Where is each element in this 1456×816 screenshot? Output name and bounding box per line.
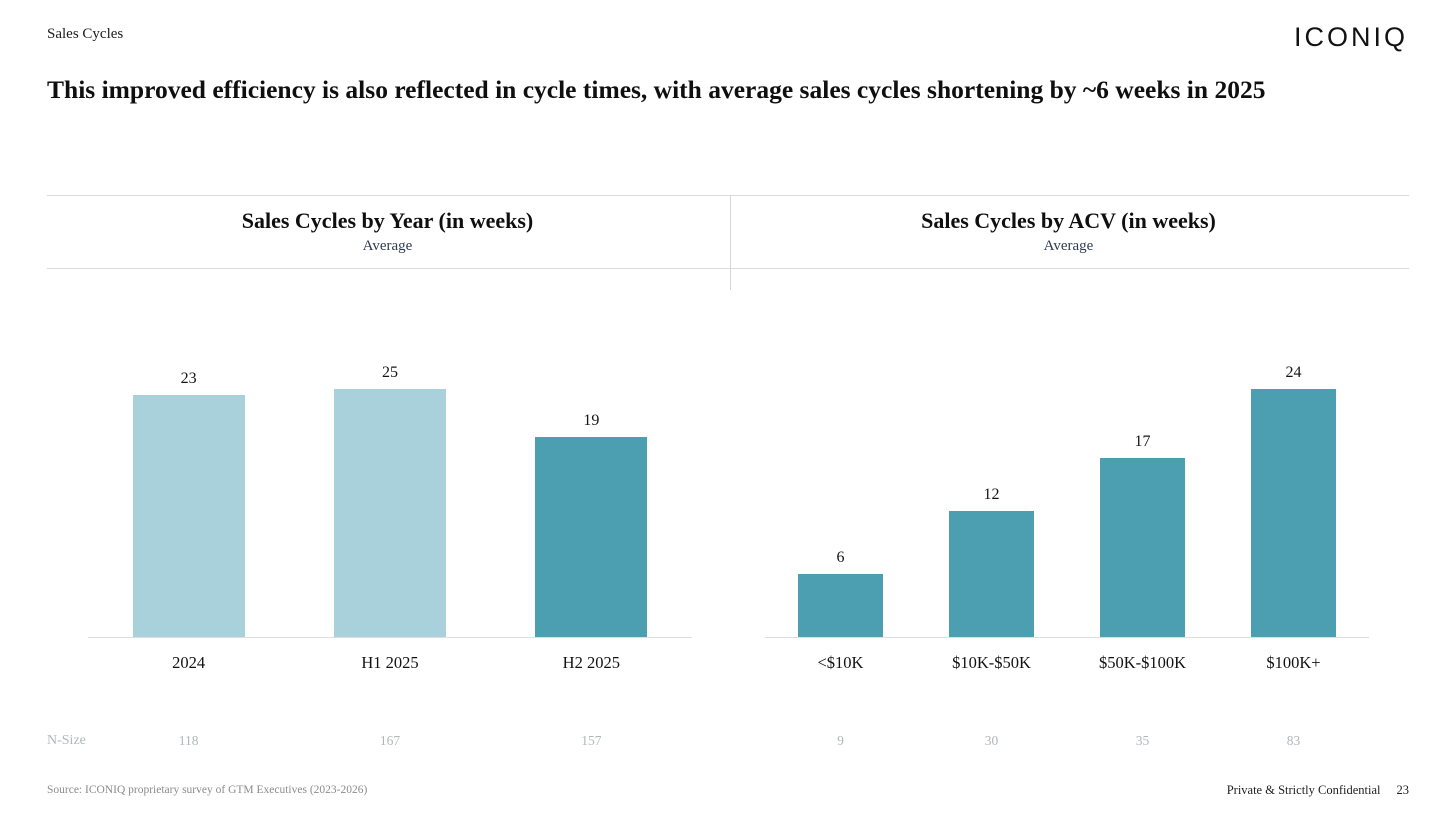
bar-column: 25 bbox=[289, 364, 490, 637]
bar bbox=[1251, 389, 1336, 637]
chart-plot-area: 6 12 17 24 bbox=[765, 364, 1369, 638]
bar-value-label: 6 bbox=[836, 549, 845, 566]
n-size-label: N-Size bbox=[47, 733, 86, 748]
bar bbox=[535, 437, 648, 637]
slide-title: This improved efficiency is also reflect… bbox=[47, 75, 1266, 104]
header-divider-line bbox=[730, 195, 731, 290]
chart-header-acv: Sales Cycles by ACV (in weeks) Average bbox=[728, 196, 1409, 268]
bar-chart-by-year: 23 25 19 2024 H1 2025 H2 2025 bbox=[88, 364, 692, 673]
bar-value-label: 24 bbox=[1285, 364, 1302, 381]
bar-column: 12 bbox=[916, 364, 1067, 637]
bar-column: 24 bbox=[1218, 364, 1369, 637]
bar-column: 23 bbox=[88, 364, 289, 637]
chart-subtitle-year: Average bbox=[362, 238, 413, 254]
bar-value-label: 25 bbox=[381, 364, 398, 381]
bar bbox=[333, 389, 446, 637]
bar-value-label: 19 bbox=[583, 412, 600, 429]
category-label: $10K-$50K bbox=[952, 653, 1031, 672]
category-label: $100K+ bbox=[1266, 653, 1321, 672]
footer-right: Private & Strictly Confidential 23 bbox=[1227, 783, 1409, 798]
page-number: 23 bbox=[1396, 783, 1410, 797]
chart-subtitle-acv: Average bbox=[1043, 238, 1094, 254]
chart-title-year: Sales Cycles by Year (in weeks) bbox=[241, 208, 534, 233]
bar bbox=[1100, 458, 1185, 637]
category-label: H2 2025 bbox=[562, 653, 620, 672]
n-size-row-acv: 9 30 35 83 bbox=[765, 733, 1369, 749]
n-size-value: 167 bbox=[379, 733, 401, 748]
bar bbox=[949, 511, 1034, 637]
bar bbox=[132, 395, 245, 637]
n-size-row-year: 118 167 157 bbox=[88, 733, 692, 749]
category-label: 2024 bbox=[172, 653, 206, 672]
n-size-value: 9 bbox=[837, 733, 844, 748]
n-size-value: 83 bbox=[1286, 733, 1301, 748]
category-label: H1 2025 bbox=[361, 653, 419, 672]
iconiq-logo: ICONIQ bbox=[1293, 22, 1408, 52]
n-size-value: 157 bbox=[581, 733, 602, 748]
bar-value-label: 23 bbox=[180, 370, 197, 387]
bar-value-label: 17 bbox=[1134, 433, 1151, 450]
bar-column: 17 bbox=[1067, 364, 1218, 637]
bar bbox=[798, 574, 883, 637]
confidential-label: Private & Strictly Confidential bbox=[1226, 783, 1381, 797]
n-size-value: 35 bbox=[1135, 733, 1150, 748]
chart-category-axis: 2024 H1 2025 H2 2025 bbox=[88, 638, 692, 673]
bar-value-label: 12 bbox=[983, 486, 1000, 503]
slide-section-label: Sales Cycles bbox=[47, 26, 124, 42]
chart-title-acv: Sales Cycles by ACV (in weeks) bbox=[921, 208, 1216, 233]
category-label: $50K-$100K bbox=[1098, 653, 1187, 672]
bar-column: 19 bbox=[491, 364, 692, 637]
category-label: <$10K bbox=[817, 653, 864, 672]
n-size-value: 30 bbox=[984, 733, 999, 748]
chart-plot-area: 23 25 19 bbox=[88, 364, 692, 638]
chart-category-axis: <$10K $10K-$50K $50K-$100K $100K+ bbox=[765, 638, 1369, 673]
chart-header-band: Sales Cycles by Year (in weeks) Average … bbox=[47, 195, 1409, 269]
n-size-value: 118 bbox=[178, 733, 199, 748]
chart-header-left: Sales Cycles by Year (in weeks) Average bbox=[47, 196, 728, 268]
bar-column: 6 bbox=[765, 364, 916, 637]
source-note: Source: ICONIQ proprietary survey of GTM… bbox=[47, 784, 368, 796]
bar-chart-by-acv: 6 12 17 24 <$10K $10K-$50K $50K-$100K $100K+ bbox=[765, 364, 1369, 673]
